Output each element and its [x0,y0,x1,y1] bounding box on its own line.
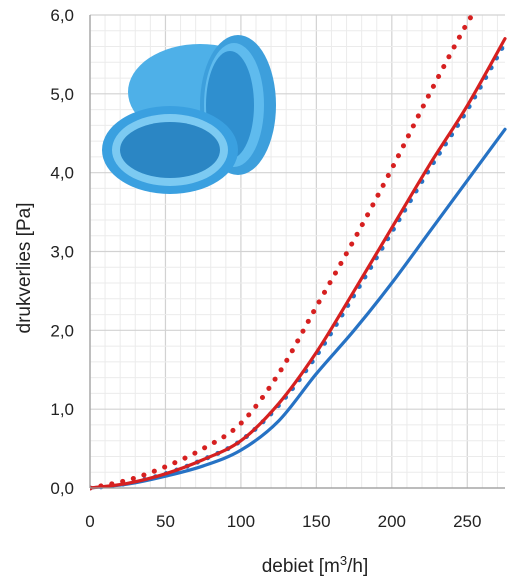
x-axis-label: debiet [m3/h] [262,553,369,577]
series-line-4-dotted [90,12,478,491]
axes: 0 50 100 150 200 250 0,0 1,0 2,0 3,0 4,0 5,0 6,0 [50,6,505,531]
series-line-1-solid [90,127,507,490]
y-tick-label: 0,0 [50,479,74,498]
x-tick-label: 200 [378,512,406,531]
y-tick-label: 5,0 [50,85,74,104]
y-tick-label: 4,0 [50,164,74,183]
y-tick-label: 2,0 [50,321,74,340]
x-tick-label: 0 [85,512,94,531]
x-tick-label: 250 [453,512,481,531]
y-tick-label: 1,0 [50,400,74,419]
x-tick-label: 50 [156,512,175,531]
y-tick-label: 3,0 [50,243,74,262]
series-line-3-solid [90,37,507,490]
x-tick-label: 150 [302,512,330,531]
x-tick-label: 100 [227,512,255,531]
y-tick-label: 6,0 [50,6,74,25]
y-axis-label: drukverlies [Pa] [14,203,35,334]
blue-oval-duct-adapter [102,35,276,194]
series-group [90,12,508,491]
